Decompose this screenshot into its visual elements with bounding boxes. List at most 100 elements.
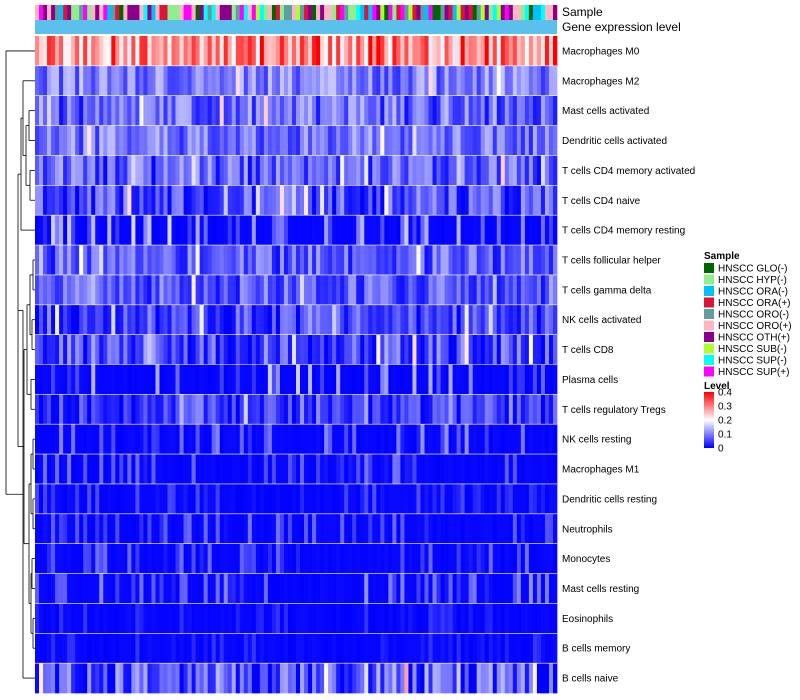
annotation-tracks [35,5,558,34]
sample-annotation-cell [400,5,405,20]
heatmap-cell [452,215,457,246]
heatmap-cell [468,274,474,306]
heatmap-cell [271,274,277,306]
heatmap-cell [476,633,482,664]
heatmap-cell [356,125,361,156]
heatmap-cell [484,424,490,455]
heatmap-cell [139,215,144,246]
heatmap-row [35,633,558,664]
heatmap-cell [211,304,217,335]
heatmap-cell [380,483,385,515]
heatmap-cell [111,603,116,634]
heatmap-cell [396,125,401,156]
heatmap-cell [159,663,164,694]
heatmap-cell [368,573,373,604]
heatmap-cell [259,125,265,156]
heatmap-cell [536,454,542,485]
heatmap-cell [504,603,510,634]
heatmap-cell [468,245,474,276]
heatmap-cell [183,95,188,126]
sample-annotation-cell [440,5,445,20]
row-label: Mast cells activated [562,106,649,117]
heatmap-cell [103,36,108,67]
heatmap-cell [436,95,441,126]
heatmap-cell [203,633,209,664]
heatmap-cell [484,334,490,365]
sample-annotation-cell [404,5,409,20]
heatmap-cell [227,513,233,545]
heatmap-cell [480,36,486,67]
heatmap-cell [179,633,184,664]
heatmap-cell [203,274,209,306]
heatmap-cell [488,543,494,574]
heatmap-cell [316,36,321,67]
heatmap-cell [251,424,257,455]
heatmap-cell [183,65,188,97]
heatmap-cell [247,215,253,246]
heatmap-cell [291,633,297,664]
heatmap-cell [115,513,120,545]
heatmap-cell [340,125,345,156]
heatmap-cell [508,245,514,276]
heatmap-cell [332,633,337,664]
heatmap-cell [308,155,313,186]
heatmap-cell [71,125,76,156]
heatmap-cell [400,155,405,186]
heatmap-cell [456,95,461,126]
heatmap-cell [183,185,188,216]
heatmap-cell [243,543,249,574]
heatmap-cell [75,36,80,67]
heatmap-cell [380,65,385,97]
heatmap-cell [267,663,273,694]
heatmap-cell [524,573,530,604]
heatmap-cell [452,36,457,67]
heatmap-cell [328,65,333,97]
heatmap-cell [368,454,373,485]
heatmap-cell [488,245,494,276]
heatmap-cell [159,245,164,276]
heatmap-cell [227,573,233,604]
heatmap-cell [71,394,76,425]
heatmap-cell [336,483,341,515]
heatmap-cell [103,364,108,395]
heatmap-cell [436,155,441,186]
heatmap-cell [520,155,526,186]
heatmap-cell [231,215,237,246]
heatmap-cell [271,36,277,67]
heatmap-cell [492,483,498,515]
heatmap-cell [191,304,196,335]
heatmap-cell [488,65,494,97]
heatmap-cell [203,603,209,634]
heatmap-cell [492,304,498,335]
sample-annotation-cell [328,5,333,20]
heatmap-cell [155,185,160,216]
heatmap-cell [340,155,345,186]
heatmap-cell [219,633,225,664]
heatmap-cell [63,36,68,67]
heatmap-cell [191,215,196,246]
sample-annotation-cell [55,5,60,20]
heatmap-cell [115,454,120,485]
heatmap-cell [219,543,225,574]
heatmap-cell [316,663,321,694]
heatmap-cell [472,95,478,126]
heatmap-cell [416,483,421,515]
heatmap-cell [43,36,48,67]
heatmap-cell [340,573,345,604]
heatmap-cell [39,424,44,455]
heatmap-cell [356,245,361,276]
heatmap-cell [83,36,88,67]
row-label: Macrophages M2 [562,76,640,87]
heatmap-cell [544,65,550,97]
heatmap-cell [223,185,229,216]
heatmap-cell [408,304,413,335]
heatmap-cell [312,394,317,425]
heatmap-cell [300,394,305,425]
heatmap-cell [95,394,100,425]
heatmap-cell [43,125,48,156]
heatmap-cell [456,274,461,306]
heatmap-cell [143,185,148,216]
heatmap-cell [291,543,297,574]
heatmap-cell [392,364,397,395]
heatmap-cell [532,185,538,216]
